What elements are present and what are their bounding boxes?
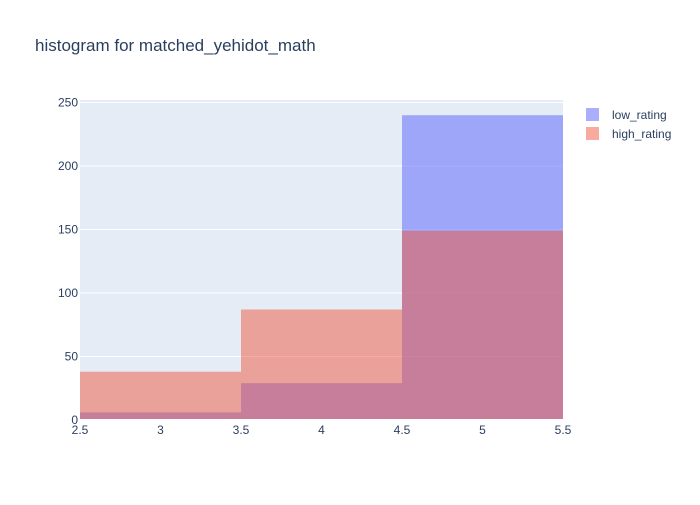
x-tick-label: 3 <box>157 423 164 437</box>
y-tick-label: 200 <box>58 159 78 173</box>
y-tick-label: 50 <box>65 350 79 364</box>
legend-swatch-low_rating <box>586 108 599 121</box>
legend-label-high_rating: high_rating <box>612 127 671 141</box>
legend-swatch-high_rating <box>586 127 599 140</box>
legend[interactable]: low_rating high_rating <box>586 108 671 141</box>
x-tick-label: 4.5 <box>394 423 411 437</box>
x-tick-label: 3.5 <box>233 423 250 437</box>
y-tick-label: 100 <box>58 286 78 300</box>
legend-item-low_rating[interactable]: low_rating <box>586 108 667 122</box>
y-tick-label: 0 <box>71 413 78 427</box>
x-tick-label: 4 <box>318 423 325 437</box>
x-tick-label: 5.5 <box>555 423 572 437</box>
plot-area: 0 50 100 150 200 250 2.5 3 3.5 4 4.5 5 5.5 <box>58 96 572 437</box>
x-tick-label: 5 <box>479 423 486 437</box>
chart-title: histogram for matched_yehidot_math <box>35 36 316 55</box>
bar-high_rating-2 <box>402 230 563 420</box>
y-tick-label: 150 <box>58 223 78 237</box>
legend-label-low_rating: low_rating <box>612 108 667 122</box>
legend-item-high_rating[interactable]: high_rating <box>586 127 671 141</box>
bar-high_rating-1 <box>241 309 402 420</box>
y-tick-label: 250 <box>58 96 78 110</box>
x-tick-label: 2.5 <box>72 423 89 437</box>
bar-high_rating-0 <box>80 371 241 420</box>
